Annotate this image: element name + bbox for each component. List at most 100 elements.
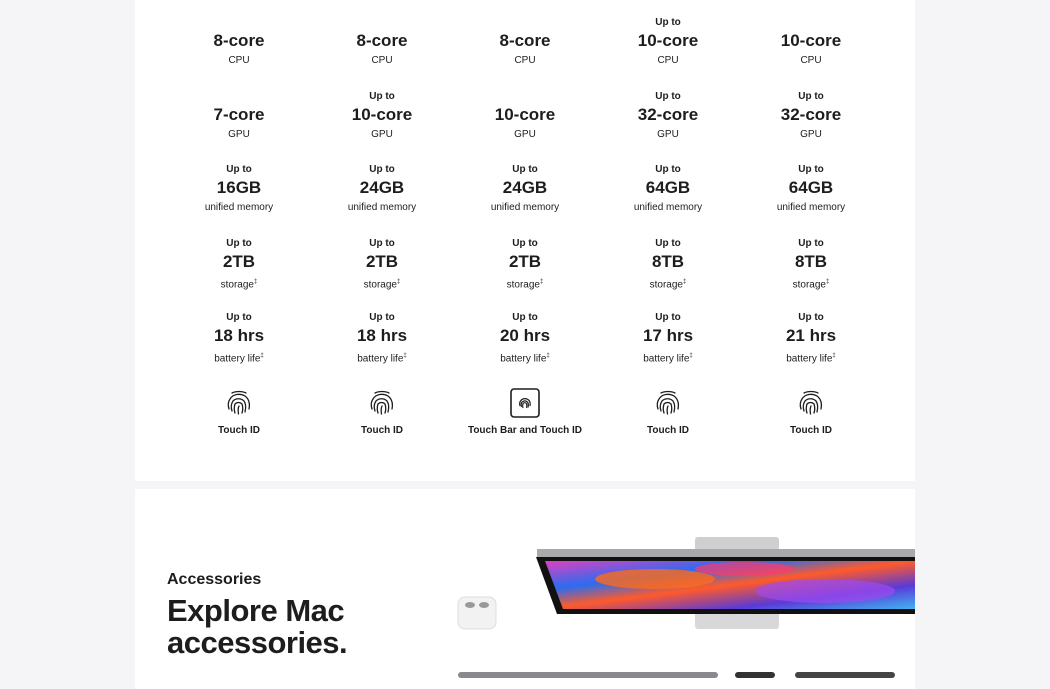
spec-cell: Up to 8TB storage‡ xyxy=(598,237,738,292)
spec-value: 2TB xyxy=(508,252,542,271)
spec-cell: Up to 2TB storage‡ xyxy=(455,237,595,292)
spec-upto xyxy=(455,90,595,104)
spec-label: battery life‡ xyxy=(741,349,881,366)
spec-value: 8-core xyxy=(499,31,551,50)
spec-value: 32-core xyxy=(780,105,842,124)
spec-cell: 10-core GPU xyxy=(455,90,595,142)
spec-upto: Up to xyxy=(226,164,252,175)
spec-upto xyxy=(169,90,309,104)
spec-label: battery life‡ xyxy=(312,349,452,366)
feature-label: Touch Bar and Touch ID xyxy=(467,425,583,436)
spec-upto: Up to xyxy=(655,238,681,249)
spec-label: storage‡ xyxy=(741,275,881,292)
footnote-mark: ‡ xyxy=(403,353,407,359)
spec-label: CPU xyxy=(312,54,452,68)
spec-upto: Up to xyxy=(226,238,252,249)
spec-upto: Up to xyxy=(798,91,824,102)
accessories-title: Explore Mac accessories. xyxy=(167,593,348,660)
spec-value: 18 hrs xyxy=(356,326,408,345)
spec-label-text: unified memory xyxy=(347,202,417,213)
spec-value: 21 hrs xyxy=(785,326,837,345)
spec-cell: Up to 21 hrs battery life‡ xyxy=(741,311,881,366)
spec-label-text: GPU xyxy=(371,129,393,140)
spec-upto: Up to xyxy=(369,91,395,102)
footnote-mark: ‡ xyxy=(397,279,401,285)
spec-cell: Up to 10-core CPU xyxy=(598,16,738,68)
spec-label: CPU xyxy=(598,54,738,68)
footnote-mark: ‡ xyxy=(832,353,836,359)
spec-label: battery life‡ xyxy=(455,349,595,366)
spec-label: GPU xyxy=(169,128,309,142)
spec-label-text: unified memory xyxy=(490,202,560,213)
footnote-mark: ‡ xyxy=(689,353,693,359)
spec-label: CPU xyxy=(741,54,881,68)
footnote-mark: ‡ xyxy=(254,279,258,285)
trackpad-image xyxy=(795,672,895,678)
spec-label-text: battery life xyxy=(643,353,690,365)
spec-label: storage‡ xyxy=(455,275,595,292)
spec-upto: Up to xyxy=(655,91,681,102)
spec-cell: 8-core CPU xyxy=(312,16,452,68)
feature-label: Touch ID xyxy=(360,425,404,436)
spec-value: 8TB xyxy=(651,252,685,271)
spec-value: 18 hrs xyxy=(213,326,265,345)
feature-label: Touch ID xyxy=(789,425,833,436)
spec-cell: Up to 20 hrs battery life‡ xyxy=(455,311,595,366)
spec-label-text: CPU xyxy=(657,55,679,66)
spec-label-text: unified memory xyxy=(776,202,846,213)
spec-upto: Up to xyxy=(655,312,681,323)
spec-value: 8-core xyxy=(213,31,265,50)
spec-label: CPU xyxy=(455,54,595,68)
spec-value: 10-core xyxy=(780,31,842,50)
spec-label: GPU xyxy=(598,128,738,142)
fingerprint-icon xyxy=(223,387,255,419)
spec-cell: Up to 2TB storage‡ xyxy=(312,237,452,292)
spec-cell: Up to 18 hrs battery life‡ xyxy=(312,311,452,366)
spec-label: storage‡ xyxy=(312,275,452,292)
spec-label: GPU xyxy=(312,128,452,142)
spec-label-text: battery life xyxy=(214,353,261,365)
touch-bar-fingerprint-icon xyxy=(509,387,541,419)
spec-cell: Up to 17 hrs battery life‡ xyxy=(598,311,738,366)
spec-label-text: battery life xyxy=(500,353,547,365)
spec-label: battery life‡ xyxy=(169,349,309,366)
spec-upto: Up to xyxy=(798,312,824,323)
feature-label: Touch ID xyxy=(646,425,690,436)
spec-value: 24GB xyxy=(359,178,405,197)
spec-label: storage‡ xyxy=(598,275,738,292)
spec-label-text: unified memory xyxy=(633,202,703,213)
spec-cell: Up to 16GB unified memory xyxy=(169,163,309,215)
spec-label-text: storage xyxy=(792,279,826,291)
spec-cell: Up to 32-core GPU xyxy=(598,90,738,142)
studio-display-image xyxy=(536,537,915,629)
spec-upto: Up to xyxy=(226,312,252,323)
spec-label: CPU xyxy=(169,54,309,68)
footnote-mark: ‡ xyxy=(546,353,550,359)
spec-upto: Up to xyxy=(512,312,538,323)
spec-cell: Up to 8TB storage‡ xyxy=(741,237,881,292)
spec-label: GPU xyxy=(741,128,881,142)
mouse-image xyxy=(735,672,775,678)
accessories-eyebrow: Accessories xyxy=(167,571,262,588)
spec-value: 8TB xyxy=(794,252,828,271)
spec-value: 8-core xyxy=(356,31,408,50)
spec-upto: Up to xyxy=(798,238,824,249)
spec-cell: 7-core GPU xyxy=(169,90,309,142)
spec-label: unified memory xyxy=(741,201,881,215)
spec-cell: Up to 10-core GPU xyxy=(312,90,452,142)
spec-cell: Up to 24GB unified memory xyxy=(312,163,452,215)
spec-cell: Up to 32-core GPU xyxy=(741,90,881,142)
spec-label-text: GPU xyxy=(800,129,822,140)
spec-value: 20 hrs xyxy=(499,326,551,345)
accessories-image[interactable] xyxy=(135,489,915,689)
footnote-mark: ‡ xyxy=(683,279,687,285)
spec-cell: Up to 64GB unified memory xyxy=(598,163,738,215)
spec-label-text: storage xyxy=(649,279,683,291)
spec-value: 16GB xyxy=(216,178,262,197)
spec-label-text: CPU xyxy=(228,55,250,66)
spec-label-text: GPU xyxy=(228,129,250,140)
airpods-pro-image xyxy=(457,596,497,630)
spec-cell: Up to 64GB unified memory xyxy=(741,163,881,215)
spec-upto: Up to xyxy=(655,17,681,28)
footnote-mark: ‡ xyxy=(540,279,544,285)
